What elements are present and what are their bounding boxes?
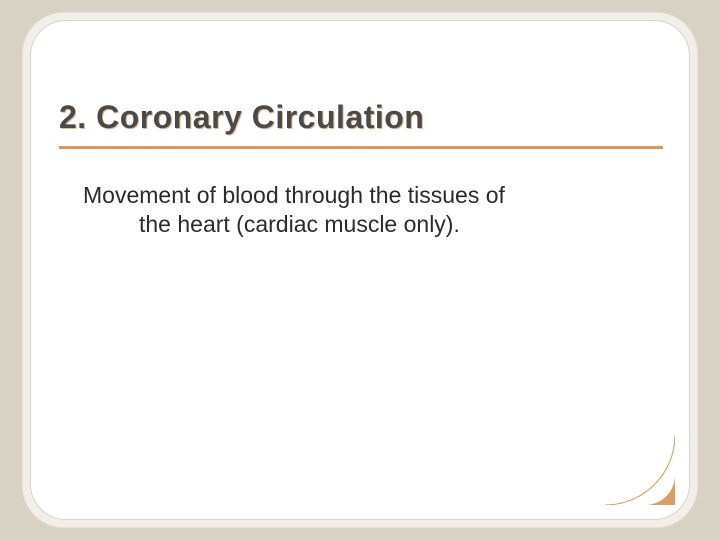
slide-title: 2. Coronary Circulation bbox=[59, 99, 659, 136]
slide-outer-frame: 2. Coronary Circulation Movement of bloo… bbox=[22, 12, 698, 528]
slide-inner-frame: 2. Coronary Circulation Movement of bloo… bbox=[30, 20, 690, 520]
slide-body: Movement of blood through the tissues of… bbox=[83, 181, 643, 239]
corner-accent-icon bbox=[585, 415, 675, 505]
title-underline bbox=[59, 146, 663, 149]
body-line-2: the heart (cardiac muscle only). bbox=[83, 210, 643, 239]
body-line-1: Movement of blood through the tissues of bbox=[83, 182, 505, 208]
title-block: 2. Coronary Circulation bbox=[59, 99, 659, 154]
